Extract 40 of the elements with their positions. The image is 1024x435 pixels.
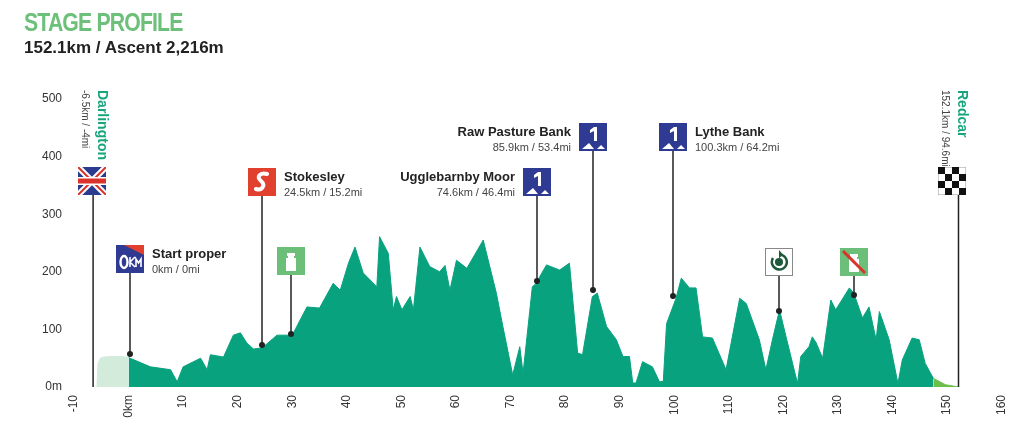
y-tick-label: 200	[41, 264, 63, 279]
x-tick-label: 130	[830, 394, 845, 416]
y-tick-label: 300	[41, 206, 63, 221]
x-tick-label: 20	[230, 394, 245, 409]
y-tick-label: 500	[41, 91, 63, 106]
x-tick-label: 120	[775, 394, 790, 416]
x-tick-label: 40	[339, 394, 354, 409]
x-tick-label: 110	[721, 394, 736, 415]
x-tick-label: 70	[502, 394, 517, 409]
x-tick-label: 0km	[120, 395, 135, 418]
x-tick-label: -10	[66, 394, 81, 413]
annotation: Ugglebarnby Moor	[400, 169, 515, 184]
annotation: Lythe Bank	[695, 124, 766, 139]
annotation: 0km / 0mi	[152, 263, 200, 275]
annotation: Redcar	[955, 90, 972, 139]
annotation: Darlington	[95, 90, 112, 160]
x-tick-label: 150	[939, 394, 954, 416]
annotation: 74.6km / 46.4mi	[436, 186, 515, 198]
annotation: 85.9km / 53.4mi	[492, 141, 571, 153]
x-tick-label: 100	[666, 394, 681, 416]
x-tick-label: 50	[393, 394, 408, 409]
x-tick-label: 60	[448, 394, 463, 409]
x-tick-label: 90	[611, 394, 626, 409]
x-tick-label: 80	[557, 394, 572, 409]
y-tick-label: 400	[41, 148, 63, 163]
x-tick-label: 30	[284, 394, 299, 409]
chart-subtitle: 152.1km / Ascent 2,216m	[24, 38, 224, 58]
y-tick-label: 0m	[45, 379, 62, 394]
x-tick-label: 160	[993, 394, 1008, 416]
annotation: Stokesley	[284, 169, 346, 184]
chart-title: STAGE PROFILE	[24, 8, 183, 37]
x-tick-label: 10	[175, 394, 190, 409]
annotation: Raw Pasture Bank	[457, 124, 572, 139]
x-tick-label: 140	[884, 394, 899, 416]
annotation: 100.3km / 64.2mi	[695, 141, 780, 153]
annotation: 152.1km / 94.6mi	[940, 90, 952, 167]
y-tick-label: 100	[41, 321, 63, 336]
annotation: -6.5km / -4mi	[80, 90, 92, 149]
annotation: 24.5km / 15.2mi	[284, 186, 363, 198]
annotation: Start proper	[152, 246, 227, 261]
